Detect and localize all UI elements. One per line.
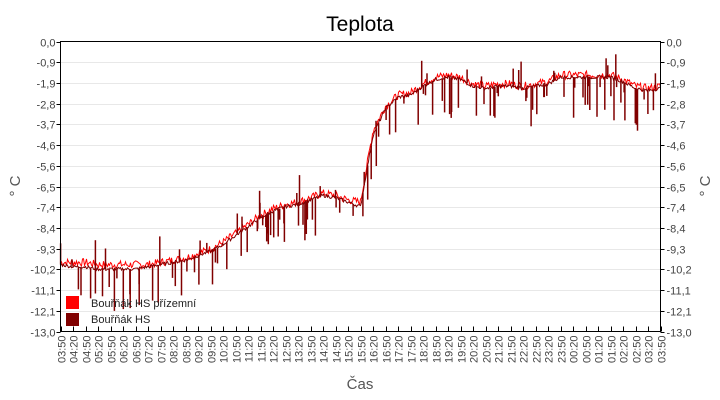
x-tick-label: 18:50 bbox=[432, 336, 444, 364]
x-tick-label: 23:20 bbox=[544, 336, 556, 364]
y-tick-label: -4,6 bbox=[37, 141, 56, 153]
x-tick-label: 18:20 bbox=[419, 336, 431, 364]
y-tick-label: -11,1 bbox=[31, 286, 55, 298]
x-tick-label: 21:50 bbox=[507, 336, 519, 364]
x-tick-label: 20:50 bbox=[482, 336, 494, 364]
y-tick-label: -13,0 bbox=[30, 328, 55, 340]
x-tick-label: 00:50 bbox=[582, 336, 594, 364]
x-tick-label: 14:50 bbox=[332, 336, 344, 364]
x-tick-label: 21:20 bbox=[494, 336, 506, 364]
x-tick-label: 04:50 bbox=[82, 336, 94, 364]
x-tick-label: 12:50 bbox=[282, 336, 294, 364]
x-tick-label: 02:50 bbox=[632, 336, 644, 364]
y-tick-label: -10,2 bbox=[667, 265, 692, 277]
y-tick-label: -8,4 bbox=[37, 224, 56, 236]
x-tick-label: 03:50 bbox=[657, 336, 669, 364]
y-tick-label: -2,8 bbox=[37, 100, 56, 112]
x-tick-label: 13:50 bbox=[307, 336, 319, 364]
x-tick-label: 11:50 bbox=[257, 336, 269, 363]
y-tick-label: -3,7 bbox=[667, 120, 686, 132]
y-axis-right: 0,0 -0,9 -1,9 -2,8 -3,7 -4,6 -5,6 -6,5 -7,4 -8,4 -… bbox=[660, 38, 692, 340]
legend: Bouřňák HS přízemní Bouřňák HS bbox=[66, 296, 196, 326]
grid-lines bbox=[60, 62, 661, 312]
x-tick-label: 16:50 bbox=[382, 336, 394, 364]
y-tick-label: -9,3 bbox=[667, 245, 686, 257]
x-tick-label: 05:20 bbox=[94, 336, 106, 364]
chart-title: Teplota bbox=[326, 13, 394, 36]
legend-label-2: Bouřňák HS bbox=[91, 314, 150, 326]
x-tick-label: 06:20 bbox=[119, 336, 131, 364]
x-tick-label: 16:20 bbox=[369, 336, 381, 364]
x-tick-label: 11:20 bbox=[244, 336, 256, 363]
x-tick-label: 10:50 bbox=[232, 336, 244, 364]
y-tick-label: -11,1 bbox=[667, 286, 691, 298]
x-tick-label: 17:50 bbox=[407, 336, 419, 364]
series-line bbox=[60, 74, 661, 272]
x-tick-label: 19:20 bbox=[444, 336, 456, 364]
x-tick-label: 10:20 bbox=[219, 336, 231, 364]
x-tick-label: 22:20 bbox=[519, 336, 531, 364]
y-tick-label: -6,5 bbox=[37, 183, 56, 195]
x-tick-label: 00:20 bbox=[569, 336, 581, 364]
plot-area-frame bbox=[60, 41, 661, 332]
x-tick-label: 17:20 bbox=[394, 336, 406, 364]
x-tick-label: 02:20 bbox=[619, 336, 631, 364]
y-tick-label: -3,7 bbox=[37, 120, 56, 132]
y-tick-label: -8,4 bbox=[667, 224, 686, 236]
data-series bbox=[59, 54, 661, 311]
y-tick-label: -12,1 bbox=[30, 307, 55, 319]
x-tick-label: 05:50 bbox=[107, 336, 119, 364]
x-tick-label: 12:20 bbox=[269, 336, 281, 364]
y-tick-label: -4,6 bbox=[667, 141, 686, 153]
x-tick-label: 03:20 bbox=[644, 336, 656, 364]
y-tick-label: -10,2 bbox=[30, 265, 55, 277]
y-tick-label: -1,9 bbox=[37, 79, 56, 91]
x-tick-label: 23:50 bbox=[557, 336, 569, 364]
y-tick-label: -2,8 bbox=[667, 100, 686, 112]
x-tick-label: 14:20 bbox=[319, 336, 331, 364]
legend-label-1: Bouřňák HS přízemní bbox=[91, 298, 196, 310]
y-tick-label: -12,1 bbox=[667, 307, 692, 319]
x-tick-label: 01:20 bbox=[594, 336, 606, 364]
x-tick-label: 20:20 bbox=[469, 336, 481, 364]
y-tick-label: -0,9 bbox=[667, 58, 686, 70]
series-line bbox=[60, 69, 661, 270]
y-axis-left: 0,0 -0,9 -1,9 -2,8 -3,7 -4,6 -5,6 -6,5 -7,4 -8,4 -… bbox=[30, 38, 61, 340]
x-tick-label: 19:50 bbox=[457, 336, 469, 364]
y-tick-label: -6,5 bbox=[667, 183, 686, 195]
x-tick-label: 04:20 bbox=[69, 336, 81, 364]
y-tick-label: -0,9 bbox=[37, 58, 56, 70]
x-tick-label: 15:20 bbox=[344, 336, 356, 364]
x-tick-label: 06:50 bbox=[132, 336, 144, 364]
y-tick-label: -7,4 bbox=[37, 203, 56, 215]
x-tick-label: 09:20 bbox=[194, 336, 206, 364]
x-tick-label: 01:50 bbox=[607, 336, 619, 364]
x-tick-label: 13:20 bbox=[294, 336, 306, 364]
y-axis-label-left: ° C bbox=[7, 175, 24, 196]
y-tick-label: -13,0 bbox=[667, 328, 692, 340]
y-tick-label: 0,0 bbox=[40, 38, 55, 50]
y-tick-label: 0,0 bbox=[667, 38, 682, 50]
y-tick-label: -5,6 bbox=[37, 162, 56, 174]
x-tick-label: 22:50 bbox=[532, 336, 544, 364]
x-tick-label: 09:50 bbox=[207, 336, 219, 364]
x-tick-label: 03:50 bbox=[57, 336, 69, 364]
x-tick-label: 07:50 bbox=[157, 336, 169, 364]
x-tick-label: 15:50 bbox=[357, 336, 369, 364]
y-tick-label: -9,3 bbox=[37, 245, 56, 257]
x-axis: 03:50 04:20 04:50 05:20 05:50 06:20 06:50 07:20… bbox=[57, 326, 669, 364]
legend-swatch-1 bbox=[66, 296, 79, 309]
x-tick-label: 08:50 bbox=[182, 336, 194, 364]
x-axis-label: Čas bbox=[347, 376, 374, 393]
y-tick-label: -1,9 bbox=[667, 79, 686, 91]
y-axis-label-right: ° C bbox=[697, 175, 714, 196]
legend-swatch-2 bbox=[66, 313, 79, 326]
y-tick-label: -5,6 bbox=[667, 162, 686, 174]
x-tick-label: 08:20 bbox=[169, 336, 181, 364]
y-tick-label: -7,4 bbox=[667, 203, 686, 215]
x-tick-label: 07:20 bbox=[144, 336, 156, 364]
